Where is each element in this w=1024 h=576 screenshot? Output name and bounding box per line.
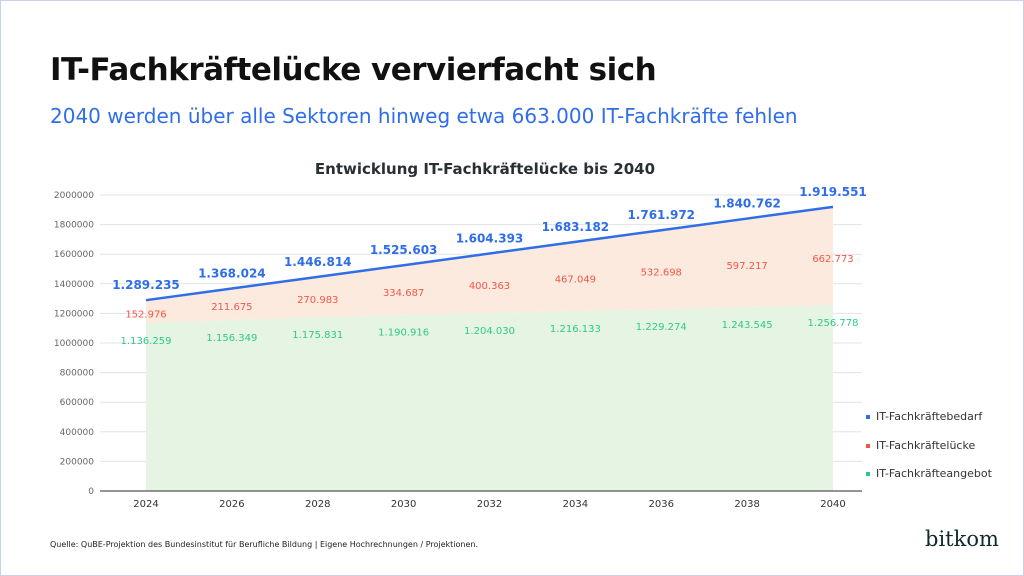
legend-label: IT-Fachkräfteangebot	[876, 467, 992, 480]
data-label-bedarf: 1.840.762	[713, 197, 781, 211]
data-label-angebot: 1.243.545	[722, 320, 773, 331]
data-label-luecke: 270.983	[297, 295, 338, 306]
x-tick-label: 2030	[391, 499, 416, 510]
y-tick-label: 0	[88, 487, 94, 497]
line-bedarf	[145, 205, 834, 302]
data-label-bedarf: 1.604.393	[456, 232, 524, 246]
data-label-angebot: 1.256.778	[808, 318, 859, 329]
y-tick-label: 400000	[60, 428, 95, 438]
data-label-angebot: 1.190.916	[378, 328, 429, 339]
legend-label: IT-Fachkräftelücke	[876, 439, 976, 452]
legend-item-angebot: IT-Fachkräfteangebot	[866, 467, 992, 480]
data-label-luecke: 662.773	[812, 254, 853, 265]
chart-title: Entwicklung IT-Fachkräftelücke bis 2040	[314, 160, 656, 178]
page-title: IT-Fachkräftelücke vervierfacht sich	[50, 52, 657, 88]
x-tick-label: 2040	[820, 499, 845, 510]
data-label-bedarf: 1.919.551	[799, 185, 867, 199]
data-label-bedarf: 1.368.024	[198, 267, 266, 281]
data-label-bedarf: 1.525.603	[370, 243, 438, 257]
x-tick-label: 2032	[477, 499, 502, 510]
y-tick-label: 1800000	[54, 221, 94, 231]
x-tick-label: 2034	[563, 499, 588, 510]
data-label-angebot: 1.175.831	[292, 330, 343, 341]
data-label-luecke: 597.217	[726, 261, 767, 272]
area-luecke	[146, 206, 833, 323]
bitkom-logo: bitkom	[925, 527, 999, 551]
data-label-luecke: 400.363	[469, 281, 510, 292]
data-label-luecke: 532.698	[641, 268, 682, 279]
x-tick-label: 2028	[305, 499, 330, 510]
area-angebot	[146, 304, 833, 491]
y-tick-label: 2000000	[54, 191, 94, 201]
data-label-bedarf: 1.683.182	[542, 220, 610, 234]
y-tick-label: 1600000	[54, 250, 94, 260]
x-tick-label: 2038	[734, 499, 759, 510]
legend-item-luecke: IT-Fachkräftelücke	[866, 439, 975, 452]
legend-marker	[866, 415, 870, 419]
page-subtitle: 2040 werden über alle Sektoren hinweg et…	[50, 104, 798, 128]
y-tick-label: 1200000	[54, 309, 94, 319]
data-label-bedarf: 1.761.972	[627, 208, 695, 222]
data-label-luecke: 211.675	[211, 302, 252, 313]
y-tick-label: 200000	[60, 457, 95, 467]
legend-item-bedarf: IT-Fachkräftebedarf	[866, 410, 982, 423]
data-label-bedarf: 1.289.235	[112, 278, 180, 292]
data-label-angebot: 1.136.259	[121, 336, 172, 347]
data-label-bedarf: 1.446.814	[284, 255, 352, 269]
data-label-angebot: 1.216.133	[550, 324, 601, 335]
data-label-angebot: 1.229.274	[636, 322, 687, 333]
legend-marker	[866, 472, 870, 476]
data-label-luecke: 467.049	[555, 274, 596, 285]
legend-label: IT-Fachkräftebedarf	[876, 410, 983, 423]
x-tick-label: 2024	[133, 499, 158, 510]
legend-marker	[866, 444, 870, 448]
y-tick-label: 1000000	[54, 339, 94, 349]
data-label-angebot: 1.204.030	[464, 326, 515, 337]
y-tick-label: 600000	[60, 398, 95, 408]
y-tick-label: 800000	[60, 369, 95, 379]
x-tick-label: 2026	[219, 499, 244, 510]
data-label-angebot: 1.156.349	[206, 333, 257, 344]
x-tick-label: 2036	[649, 499, 674, 510]
y-tick-label: 1400000	[54, 280, 94, 290]
data-label-luecke: 152.976	[125, 310, 166, 321]
source-note: Quelle: QuBE-Projektion des Bundesinstit…	[50, 540, 479, 549]
data-label-luecke: 334.687	[383, 288, 424, 299]
